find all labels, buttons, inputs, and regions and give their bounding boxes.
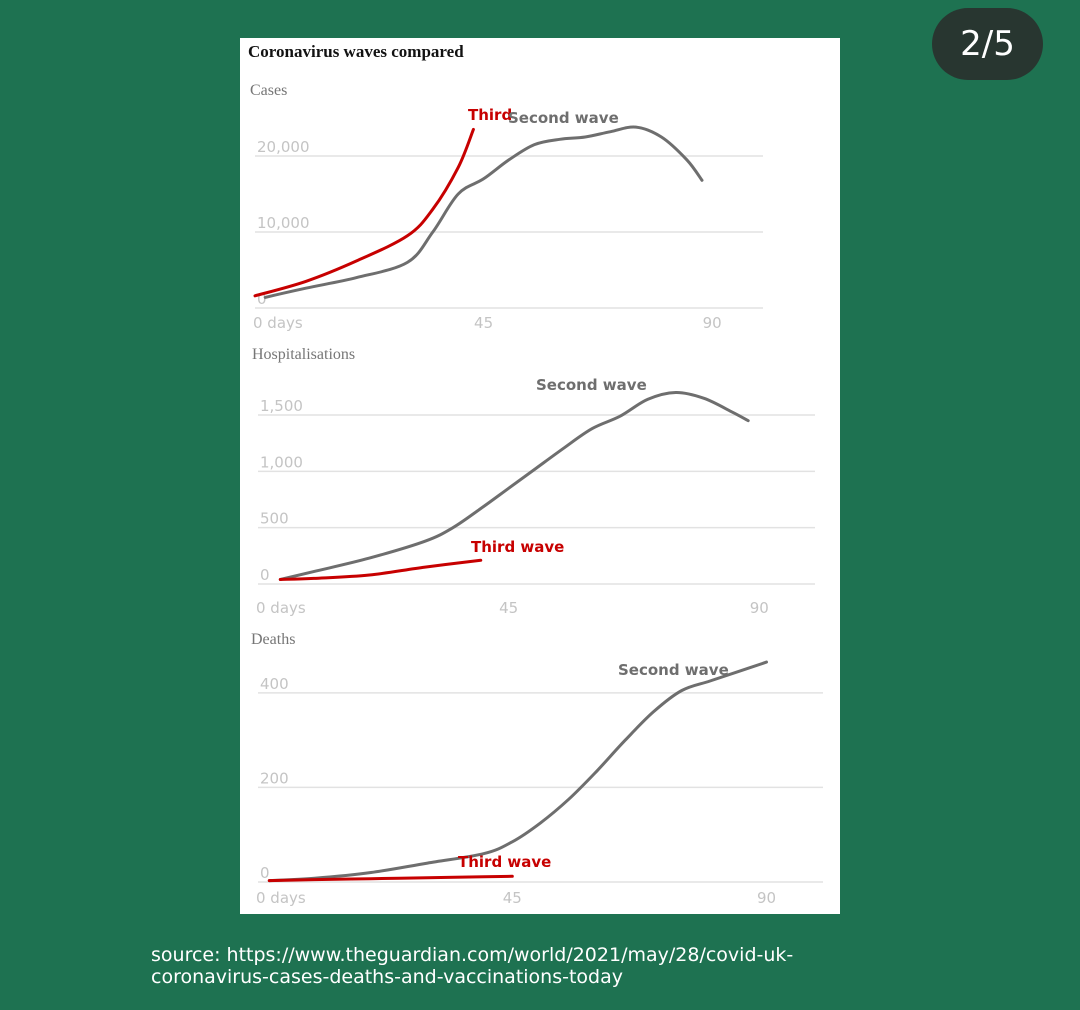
hosp-second-wave-label: Second wave bbox=[536, 376, 647, 394]
cases-x-tick-label: 0 days bbox=[253, 314, 303, 332]
hosp-y-tick-label: 500 bbox=[260, 510, 289, 528]
deaths-second-wave-label: Second wave bbox=[618, 661, 729, 679]
page-counter-badge: 2/5 bbox=[932, 8, 1043, 80]
hosp-second-wave-line bbox=[278, 390, 750, 581]
hospitalisations-chart-panel: Hospitalisations 0 500 1,000 1,500 0 days 45 9… bbox=[240, 340, 840, 625]
deaths-chart-panel: Deaths 0 200 400 0 days 45 90 Second wave Third… bbox=[240, 625, 840, 914]
deaths-y-tick-label: 400 bbox=[260, 675, 289, 693]
deaths-third-wave-line bbox=[267, 874, 514, 883]
source-caption: source: https://www.theguardian.com/worl… bbox=[151, 944, 793, 988]
source-line-2: coronavirus-cases-deaths-and-vaccination… bbox=[151, 966, 623, 988]
cases-y-tick-label: 10,000 bbox=[257, 214, 310, 232]
hospitalisations-chart-title: Hospitalisations bbox=[252, 346, 356, 363]
deaths-x-tick-label: 90 bbox=[757, 889, 776, 907]
hosp-third-wave-label: Third wave bbox=[471, 538, 564, 556]
hosp-y-tick-label: 1,000 bbox=[260, 453, 303, 471]
deaths-y-tick-label: 200 bbox=[260, 769, 289, 787]
hosp-x-tick-label: 45 bbox=[499, 599, 518, 617]
deaths-chart-title: Deaths bbox=[251, 631, 296, 648]
deaths-y-tick-label: 0 bbox=[260, 864, 270, 882]
hosp-y-tick-label: 0 bbox=[260, 566, 270, 584]
hosp-y-tick-label: 1,500 bbox=[260, 397, 303, 415]
figure-title: Coronavirus waves compared bbox=[248, 42, 464, 61]
deaths-chart: 0 200 400 0 days 45 90 Second wave Third wave bbox=[256, 660, 823, 907]
deaths-x-tick-label: 0 days bbox=[256, 889, 306, 907]
deaths-x-tick-label: 45 bbox=[503, 889, 522, 907]
cases-second-wave-line bbox=[263, 125, 704, 299]
deaths-second-wave-line bbox=[267, 660, 768, 883]
cases-third-wave-line bbox=[253, 127, 475, 298]
cases-chart-title: Cases bbox=[250, 82, 288, 99]
cases-chart-panel: Coronavirus waves compared Cases 0 10,000… bbox=[240, 38, 840, 340]
cases-y-tick-label: 0 bbox=[257, 290, 267, 308]
cases-second-wave-label: Second wave bbox=[508, 109, 619, 127]
cases-y-tick-label: 20,000 bbox=[257, 138, 310, 156]
hosp-x-tick-label: 0 days bbox=[256, 599, 306, 617]
hospitalisations-chart: 0 500 1,000 1,500 0 days 45 90 Second wave Third… bbox=[256, 376, 815, 617]
cases-x-tick-label: 45 bbox=[474, 314, 493, 332]
hosp-third-wave-line bbox=[278, 558, 483, 581]
hosp-x-tick-label: 90 bbox=[750, 599, 769, 617]
deaths-third-wave-label: Third wave bbox=[458, 853, 551, 871]
cases-x-tick-label: 90 bbox=[703, 314, 722, 332]
source-line-1: source: https://www.theguardian.com/worl… bbox=[151, 944, 794, 966]
cases-third-wave-label: Third bbox=[468, 106, 512, 124]
